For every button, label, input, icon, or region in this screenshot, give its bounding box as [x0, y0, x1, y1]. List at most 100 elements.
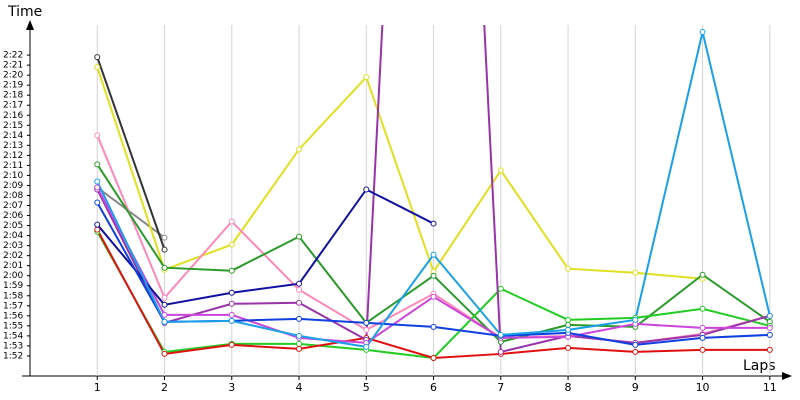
point [430, 323, 437, 330]
y-tick-label: 2:11 [3, 161, 23, 171]
point [228, 267, 235, 274]
y-tick-label: 2:20 [3, 71, 23, 81]
point [363, 326, 370, 333]
x-tick-label: 7 [497, 381, 504, 394]
x-tick-label: 9 [632, 381, 639, 394]
point [94, 184, 101, 191]
point [565, 344, 572, 351]
point [766, 312, 773, 319]
y-tick-label: 2:16 [3, 111, 23, 121]
y-tick-label: 2:17 [3, 101, 23, 111]
y-tick-label: 2:15 [3, 121, 23, 131]
point [296, 280, 303, 287]
point [497, 348, 504, 355]
point [632, 269, 639, 276]
y-axis-label: Time [7, 4, 42, 20]
point [161, 318, 168, 325]
point [766, 346, 773, 353]
x-tick-label: 2 [161, 381, 168, 394]
point [94, 64, 101, 71]
point [228, 311, 235, 318]
point [228, 300, 235, 307]
point [296, 233, 303, 240]
point [699, 271, 706, 278]
point [430, 251, 437, 258]
point [296, 315, 303, 322]
point [565, 316, 572, 323]
point [497, 167, 504, 174]
y-tick-label: 1:54 [3, 331, 23, 341]
point [296, 345, 303, 352]
point [363, 343, 370, 350]
point [766, 331, 773, 338]
y-axis-arrow [26, 20, 34, 30]
point [766, 324, 773, 331]
x-tick-label: 8 [565, 381, 572, 394]
point [296, 299, 303, 306]
y-tick-label: 1:53 [3, 341, 23, 351]
y-tick-label: 2:21 [3, 61, 23, 71]
x-tick-label: 5 [363, 381, 370, 394]
y-tick-label: 2:07 [3, 201, 23, 211]
series-line [96, 186, 166, 239]
y-tick-label: 2:14 [3, 131, 23, 141]
y-tick-label: 2:10 [3, 171, 23, 181]
y-tick-label: 1:52 [3, 351, 23, 361]
y-tick-label: 2:00 [3, 271, 23, 281]
plot-area [94, 25, 773, 361]
point [94, 221, 101, 228]
point [430, 220, 437, 227]
y-tick-label: 1:56 [3, 311, 23, 321]
y-tick-label: 2:04 [3, 231, 23, 241]
point [430, 293, 437, 300]
point [565, 265, 572, 272]
point [363, 74, 370, 81]
x-tick-label: 10 [696, 381, 710, 394]
x-tick-label: 6 [430, 381, 437, 394]
x-tick-label: 1 [94, 381, 101, 394]
point [699, 29, 706, 36]
y-tick-label: 1:58 [3, 291, 23, 301]
x-tick-label: 4 [296, 381, 303, 394]
point [699, 305, 706, 312]
y-tick-label: 2:05 [3, 221, 23, 231]
point [565, 321, 572, 328]
point [632, 348, 639, 355]
x-axis-label: Laps [743, 358, 776, 374]
series-line [96, 56, 166, 250]
point [363, 186, 370, 193]
point [94, 178, 101, 185]
series-line [96, 188, 434, 306]
y-tick-label: 2:08 [3, 191, 23, 201]
point [161, 301, 168, 308]
point [565, 326, 572, 333]
y-tick-label: 1:55 [3, 321, 23, 331]
point [228, 241, 235, 248]
y-tick-label: 2:01 [3, 261, 23, 271]
y-tick-label: 2:13 [3, 141, 23, 151]
y-tick-label: 2:12 [3, 151, 23, 161]
point [94, 161, 101, 168]
point [94, 226, 101, 233]
point [228, 341, 235, 348]
x-axis-arrow [782, 372, 792, 380]
point [632, 316, 639, 323]
point [699, 346, 706, 353]
point [161, 350, 168, 357]
point [430, 272, 437, 279]
y-tick-label: 2:22 [3, 51, 23, 61]
point [94, 54, 101, 61]
y-tick-label: 2:02 [3, 251, 23, 261]
x-tick-label: 11 [763, 381, 777, 394]
point [363, 319, 370, 326]
point [296, 332, 303, 339]
point [228, 317, 235, 324]
y-tick-label: 2:09 [3, 181, 23, 191]
point [161, 246, 168, 253]
point [497, 285, 504, 292]
point [161, 264, 168, 271]
y-tick-label: 2:03 [3, 241, 23, 251]
series-line [96, 66, 703, 280]
y-tick-label: 1:59 [3, 281, 23, 291]
